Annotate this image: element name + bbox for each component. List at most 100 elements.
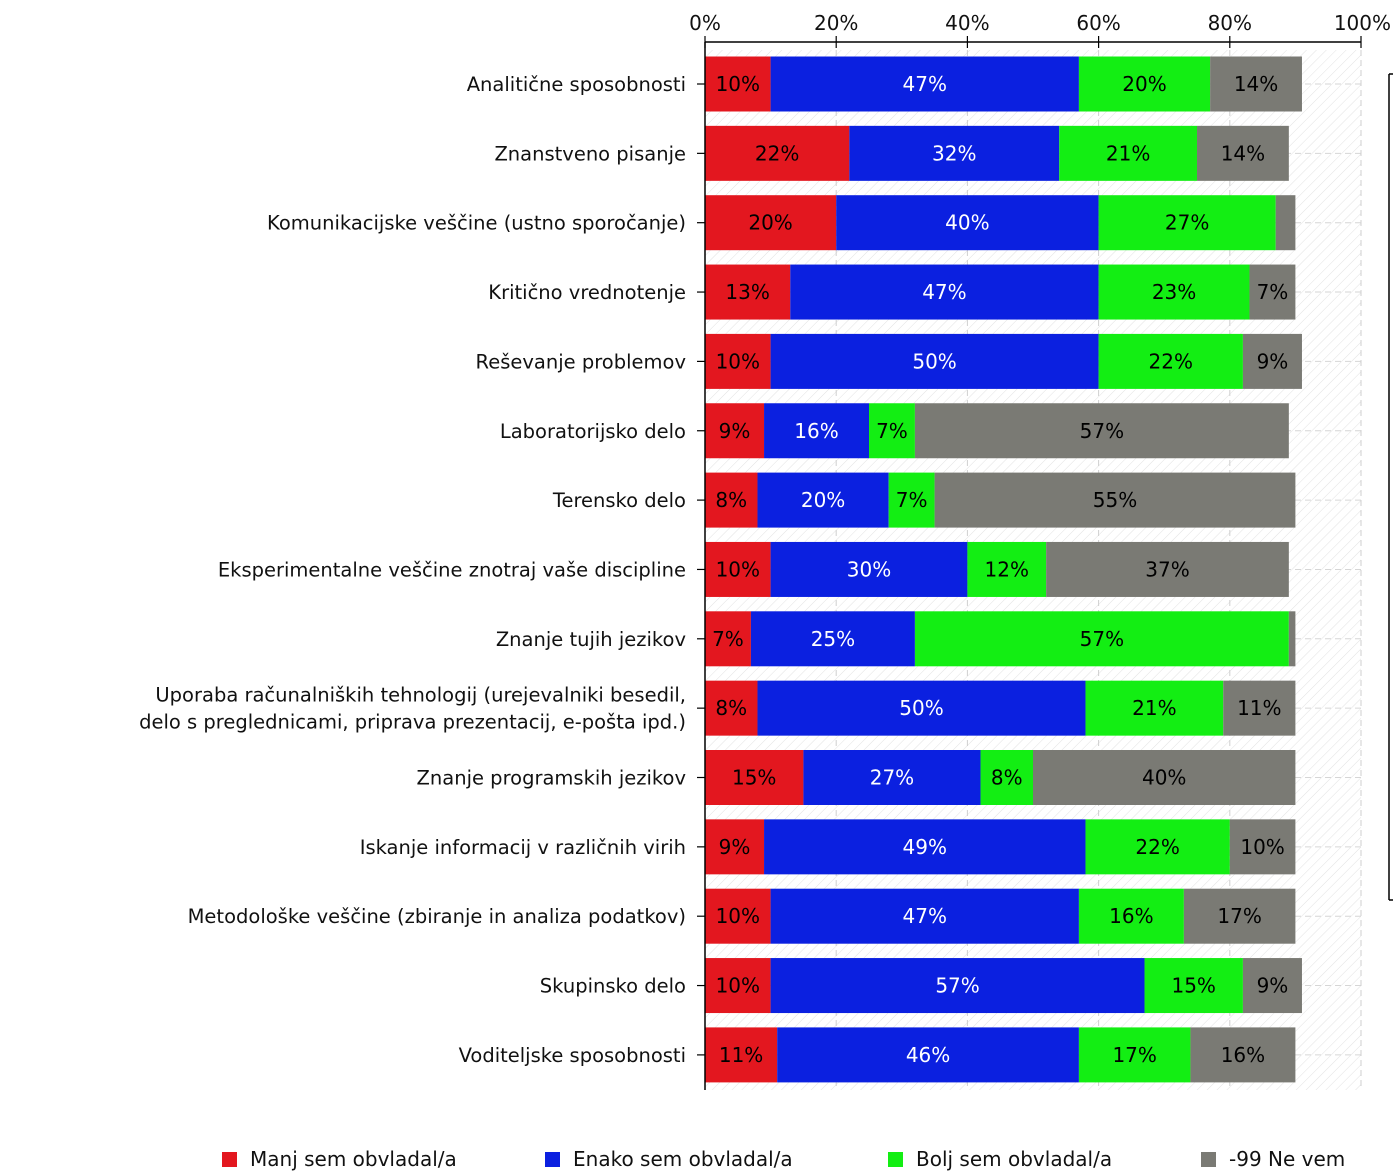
bar-value-label: 23% bbox=[1152, 280, 1196, 304]
bar-segment bbox=[770, 333, 1099, 389]
legend-item: Bolj sem obvladal/a bbox=[888, 1147, 1112, 1171]
bar-segment bbox=[1078, 56, 1211, 112]
category-label: Kritično vrednotenje bbox=[488, 281, 686, 304]
bar-segment bbox=[1210, 56, 1302, 112]
bar-value-label: 46% bbox=[906, 1043, 950, 1067]
category-label: Znanje programskih jezikov bbox=[417, 767, 686, 790]
bar-segment bbox=[1078, 1027, 1191, 1083]
legend-swatch bbox=[888, 1152, 903, 1167]
bar-segment bbox=[1197, 125, 1289, 181]
legend: Manj sem obvladal/a Enako sem obvladal/a B… bbox=[222, 1147, 1345, 1171]
bar-segment bbox=[750, 611, 915, 667]
bar-segment bbox=[705, 125, 850, 181]
bar-value-label: 7% bbox=[896, 488, 928, 512]
bar-segment bbox=[757, 680, 1086, 736]
bar-segment bbox=[934, 472, 1296, 528]
bar-value-label: 21% bbox=[1106, 141, 1150, 165]
bar-segment bbox=[1242, 958, 1302, 1014]
bar-value-label: 47% bbox=[922, 280, 966, 304]
x-tick-label: 0% bbox=[689, 11, 721, 35]
bar-value-label: 37% bbox=[1145, 557, 1189, 581]
category-label: Iskanje informacij v različnih virih bbox=[360, 836, 686, 859]
bar-value-label: 10% bbox=[716, 974, 760, 998]
bar-segment bbox=[1183, 888, 1296, 944]
bar-segment bbox=[1098, 195, 1276, 251]
bar-value-label: 16% bbox=[1109, 904, 1153, 928]
bar-value-label: 57% bbox=[1080, 419, 1124, 443]
x-tick-label: 80% bbox=[1208, 11, 1252, 35]
bar-value-label: 8% bbox=[715, 488, 747, 512]
bar-value-label: 15% bbox=[732, 766, 776, 790]
category-label: Znanje tujih jezikov bbox=[496, 628, 686, 651]
bar-value-label: 49% bbox=[903, 835, 947, 859]
bar-value-label: 9% bbox=[719, 419, 751, 443]
bar-segment bbox=[777, 1027, 1079, 1083]
bar-segment bbox=[705, 403, 765, 459]
bar-segment bbox=[914, 403, 1289, 459]
bar-segment bbox=[836, 195, 1099, 251]
bar-segment bbox=[1059, 125, 1197, 181]
bar-value-label: 10% bbox=[716, 349, 760, 373]
bar-value-label: 20% bbox=[1122, 72, 1166, 96]
category-label: Laboratorijsko delo bbox=[500, 420, 686, 443]
category-label: Voditeljske sposobnosti bbox=[459, 1044, 686, 1067]
bar-value-label: 47% bbox=[903, 72, 947, 96]
bar-value-label: 20% bbox=[801, 488, 845, 512]
bar-value-label: 8% bbox=[991, 766, 1023, 790]
bar-value-label: 40% bbox=[1142, 766, 1186, 790]
bar-value-label: 50% bbox=[899, 696, 943, 720]
legend-swatch bbox=[222, 1152, 237, 1167]
bar-segment bbox=[967, 541, 1047, 597]
category-label: Analitične sposobnosti bbox=[467, 73, 686, 96]
legend-label: -99 Ne vem bbox=[1229, 1147, 1345, 1171]
bar-value-label: 8% bbox=[715, 696, 747, 720]
bar-segment bbox=[1190, 1027, 1296, 1083]
bar-segment bbox=[869, 403, 915, 459]
bar-value-label: 11% bbox=[719, 1043, 763, 1067]
bar-segment bbox=[1229, 819, 1296, 875]
bar-segment bbox=[1249, 264, 1296, 320]
category-label: Reševanje problemov bbox=[476, 350, 686, 373]
bar-segment bbox=[764, 403, 869, 459]
bar-segment bbox=[770, 541, 968, 597]
bar-segment bbox=[980, 750, 1033, 805]
bar-value-label: 16% bbox=[1221, 1043, 1265, 1067]
bar-value-label: 57% bbox=[935, 974, 979, 998]
bar-value-label: 10% bbox=[716, 72, 760, 96]
bar-segment bbox=[770, 888, 1079, 944]
legend-label: Manj sem obvladal/a bbox=[250, 1147, 457, 1171]
bar-value-label: 9% bbox=[719, 835, 751, 859]
bar-segment bbox=[705, 750, 804, 805]
bar-value-label: 22% bbox=[1149, 349, 1193, 373]
bar-segment bbox=[705, 56, 771, 112]
x-tick-label: 100% bbox=[1334, 11, 1391, 35]
bar-value-label: 47% bbox=[903, 904, 947, 928]
bar-value-label: 21% bbox=[1132, 696, 1176, 720]
x-tick-label: 40% bbox=[945, 11, 989, 35]
bar-segment bbox=[705, 541, 771, 597]
bar-value-label: 12% bbox=[985, 557, 1029, 581]
bar-segment bbox=[705, 819, 765, 875]
bar-value-label: 27% bbox=[1165, 211, 1209, 235]
bar-value-label: 55% bbox=[1093, 488, 1137, 512]
bar-segment bbox=[705, 958, 771, 1014]
category-label: delo s preglednicami, priprava prezentac… bbox=[139, 711, 686, 734]
bar-segment bbox=[705, 333, 771, 389]
bar-segment bbox=[790, 264, 1099, 320]
bar-value-label: 15% bbox=[1171, 974, 1215, 998]
legend-label: Enako sem obvladal/a bbox=[573, 1147, 793, 1171]
bar-segment bbox=[770, 56, 1079, 112]
bar-value-label: 14% bbox=[1221, 141, 1265, 165]
bar-segment bbox=[757, 472, 889, 528]
category-label: Terensko delo bbox=[552, 489, 686, 512]
bar-value-label: 7% bbox=[876, 419, 908, 443]
bar-segment bbox=[1144, 958, 1243, 1014]
bar-value-label: 10% bbox=[716, 904, 760, 928]
bar-value-label: 10% bbox=[1240, 835, 1284, 859]
bar-value-label: 17% bbox=[1112, 1043, 1156, 1067]
bar-value-label: 9% bbox=[1257, 349, 1289, 373]
bar-segment bbox=[1098, 264, 1250, 320]
legend-label: Bolj sem obvladal/a bbox=[916, 1147, 1112, 1171]
